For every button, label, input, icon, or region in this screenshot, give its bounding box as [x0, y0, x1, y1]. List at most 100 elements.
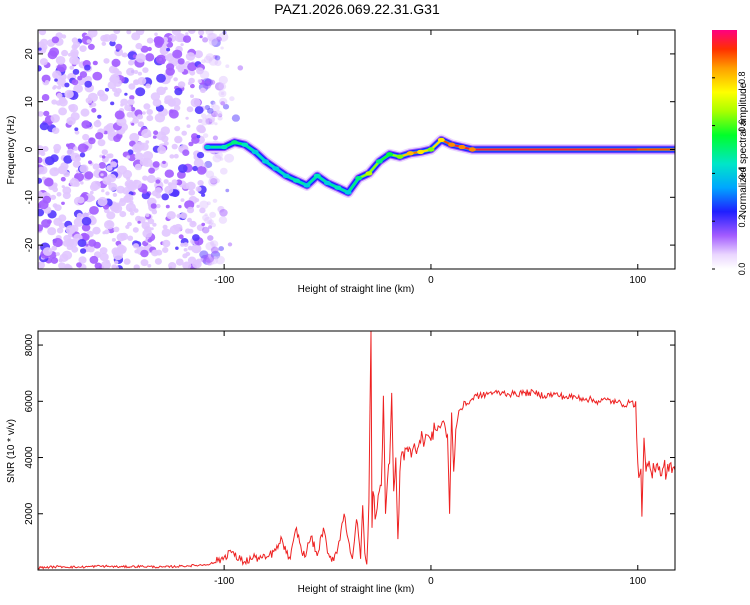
ridge-blob [231, 140, 238, 145]
noise-speckle [39, 122, 49, 131]
noise-speckle [38, 190, 44, 201]
noise-speckle [188, 141, 194, 147]
noise-speckle [151, 249, 159, 257]
noise-speckle [185, 32, 189, 36]
noise-speckle [84, 80, 92, 88]
noise-speckle [106, 165, 113, 172]
noise-speckle [74, 127, 79, 131]
noise-speckle [186, 106, 194, 113]
noise-speckle [165, 204, 170, 209]
noise-speckle [116, 233, 127, 242]
noise-speckle [52, 127, 60, 134]
noise-speckle [54, 204, 62, 211]
noise-speckle [41, 219, 51, 228]
noise-speckle [190, 83, 195, 89]
noise-speckle [146, 174, 156, 184]
noise-speckle [161, 60, 165, 65]
noise-speckle [137, 71, 142, 76]
noise-speckle [211, 243, 217, 248]
noise-speckle [113, 30, 121, 35]
noise-speckle [208, 225, 213, 229]
noise-speckle [61, 34, 67, 39]
noise-speckle [66, 143, 70, 147]
noise-speckle [133, 243, 139, 249]
noise-speckle [156, 73, 166, 83]
noise-speckle [99, 154, 103, 158]
noise-speckle [84, 145, 89, 150]
colorbar-tick-label: 0.6 [737, 119, 747, 132]
noise-speckle [64, 82, 70, 88]
x-tick-label: -100 [214, 576, 234, 587]
noise-speckle [111, 58, 121, 67]
noise-speckle [135, 87, 146, 97]
noise-speckle [40, 38, 48, 46]
noise-speckle [80, 181, 84, 185]
noise-speckle [47, 227, 57, 236]
colorbar-tick-label: 0.2 [737, 215, 747, 228]
noise-speckle [117, 244, 125, 251]
noise-speckle [180, 212, 188, 219]
noise-speckle [196, 204, 200, 208]
noise-speckle [183, 242, 189, 248]
noise-speckle [102, 34, 112, 42]
noise-speckle [194, 106, 204, 115]
noise-speckle [201, 162, 206, 168]
noise-speckle [164, 95, 174, 104]
noise-speckle [53, 73, 59, 78]
noise-speckle [38, 47, 42, 51]
noise-speckle [88, 160, 92, 164]
noise-speckle [70, 152, 81, 162]
noise-speckle [103, 130, 108, 135]
noise-speckle [150, 203, 157, 209]
noise-speckle [161, 135, 169, 143]
noise-speckle [181, 130, 187, 136]
noise-speckle [66, 116, 76, 126]
snr-plot-area [38, 331, 675, 570]
noise-speckle [193, 158, 204, 168]
noise-speckle [166, 63, 175, 71]
noise-speckle [132, 227, 139, 233]
noise-speckle [165, 56, 169, 60]
noise-speckle [178, 164, 188, 173]
noise-speckle [106, 173, 117, 183]
noise-speckle [124, 92, 128, 96]
y-tick-label: -10 [24, 190, 35, 205]
noise-speckle [152, 222, 157, 227]
noise-speckle [133, 264, 140, 269]
noise-speckle [199, 200, 209, 210]
noise-speckle [198, 30, 205, 36]
noise-speckle [142, 111, 146, 115]
noise-speckle [200, 113, 207, 119]
ridge-blob [365, 171, 373, 176]
noise-speckle [133, 79, 140, 86]
noise-speckle [56, 85, 62, 90]
noise-speckle [187, 217, 192, 223]
noise-speckle [231, 114, 240, 122]
noise-speckle [39, 58, 48, 66]
noise-speckle [206, 201, 211, 206]
noise-speckle [112, 192, 118, 197]
noise-speckle [192, 234, 200, 242]
noise-speckle [38, 111, 44, 117]
noise-speckle [197, 79, 202, 84]
noise-speckle [84, 171, 94, 180]
noise-speckle [152, 135, 157, 139]
noise-speckle [154, 187, 162, 194]
noise-speckle [172, 49, 183, 59]
noise-speckle [214, 122, 218, 126]
noise-speckle [94, 262, 102, 269]
noise-speckle [124, 194, 134, 203]
noise-speckle [145, 83, 151, 89]
noise-speckle [51, 99, 58, 105]
noise-speckle [177, 58, 185, 65]
noise-speckle [187, 256, 197, 264]
noise-speckle [163, 141, 169, 146]
noise-speckle [117, 165, 127, 175]
noise-speckle [63, 234, 71, 242]
noise-speckle [44, 80, 50, 84]
noise-speckle [38, 30, 47, 36]
noise-speckle [66, 244, 73, 251]
noise-speckle [97, 196, 108, 207]
noise-speckle [53, 85, 58, 89]
noise-speckle [128, 83, 136, 90]
